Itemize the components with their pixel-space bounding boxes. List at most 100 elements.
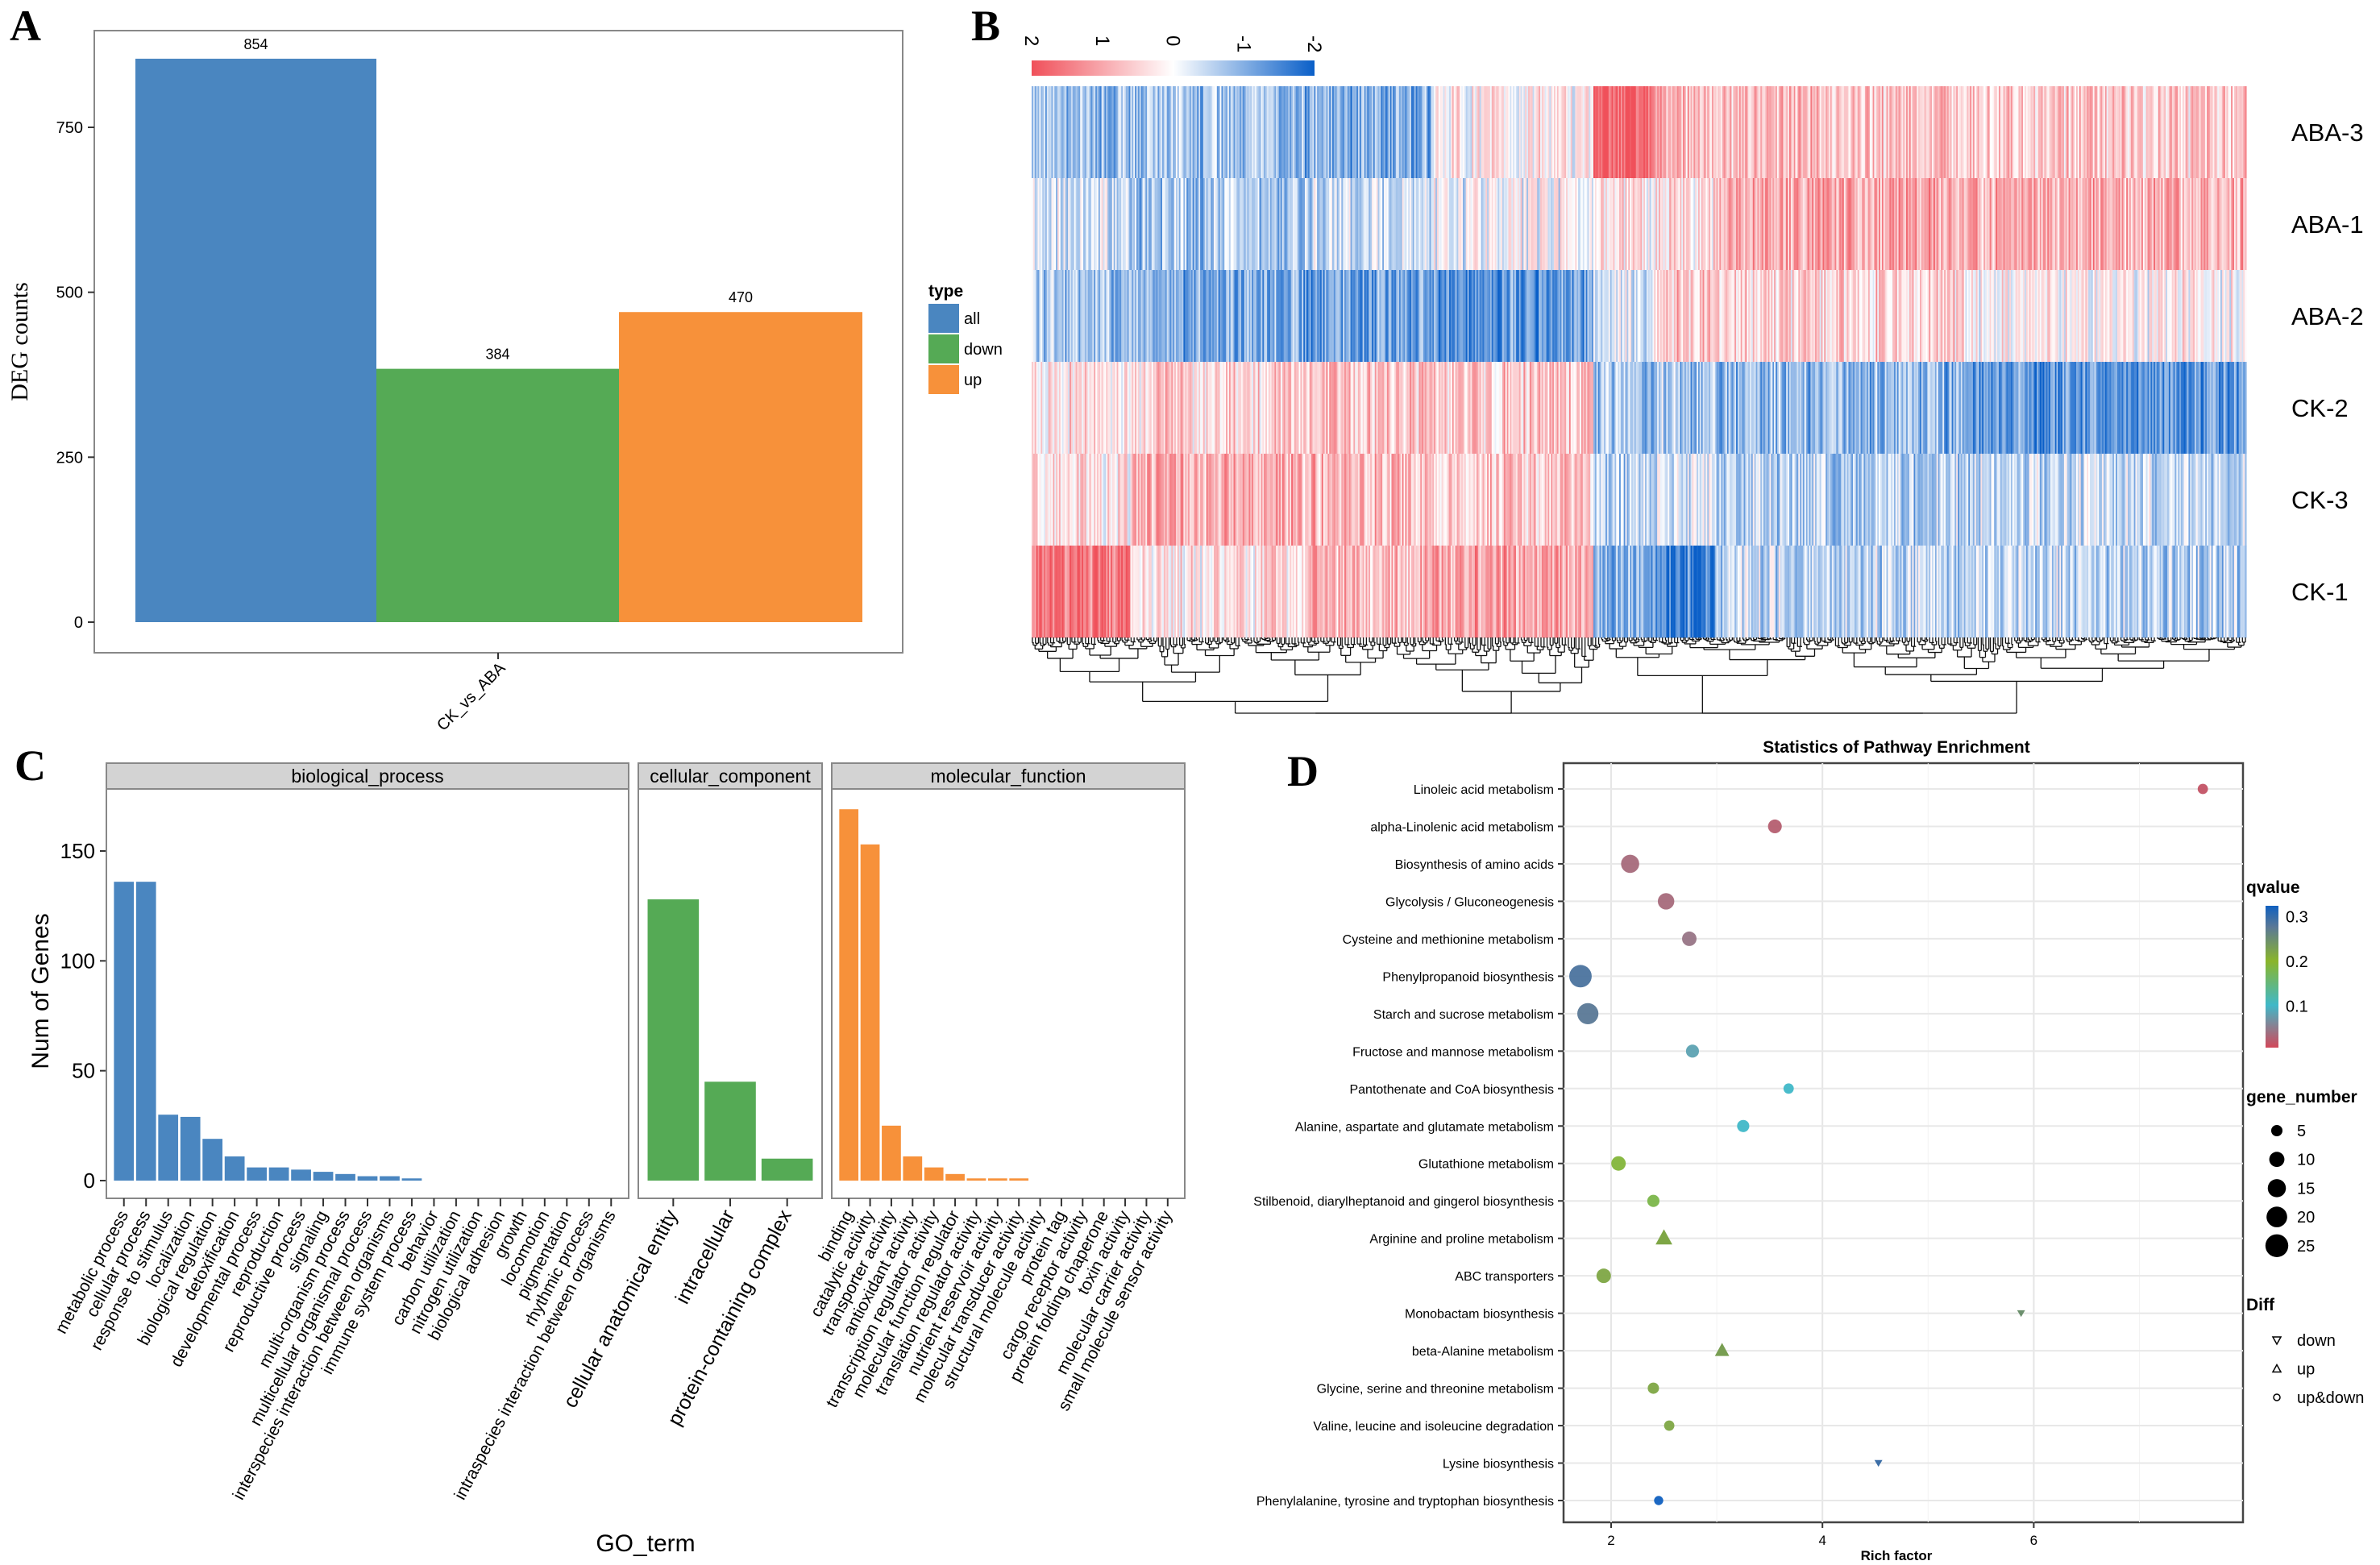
heatmap-cell	[2102, 546, 2104, 638]
heatmap-cell	[1620, 270, 1623, 363]
heatmap-cell	[1310, 86, 1314, 179]
heatmap-cell	[2179, 454, 2182, 546]
heatmap-cell	[1145, 270, 1148, 363]
heatmap-cell	[1290, 86, 1292, 179]
heatmap-cell	[1851, 86, 1854, 179]
heatmap-cell	[1133, 454, 1136, 546]
heatmap-cell	[2235, 86, 2238, 179]
heatmap-cell	[2089, 362, 2092, 455]
heatmap-cell	[2166, 454, 2168, 546]
heatmap-cell	[1290, 178, 1292, 271]
heatmap-cell	[1165, 546, 1168, 638]
heatmap-cell	[1906, 546, 1909, 638]
heatmap-cell	[1327, 454, 1330, 546]
heatmap-cell	[1125, 270, 1128, 363]
heatmap-cell	[1256, 86, 1259, 179]
heatmap-cell	[2024, 178, 2027, 271]
heatmap-cell	[1572, 546, 1575, 638]
heatmap-cell	[1252, 270, 1254, 363]
heatmap-cell	[1541, 454, 1544, 546]
heatmap-cell	[1590, 270, 1593, 363]
heatmap-cell	[1711, 270, 1714, 363]
heatmap-cell	[1065, 270, 1067, 363]
heatmap-cell	[1523, 270, 1526, 363]
heatmap-cell	[1139, 270, 1142, 363]
heatmap-cell	[1925, 178, 1929, 271]
heatmap-cell	[1431, 362, 1433, 455]
heatmap-cell	[1298, 546, 1302, 638]
heatmap-cell	[2178, 178, 2180, 271]
heatmap-cell	[1687, 86, 1690, 179]
heatmap-cell	[1922, 178, 1925, 271]
heatmap-cell	[1053, 454, 1055, 546]
heatmap-cell	[1671, 454, 1673, 546]
bar-up	[619, 312, 862, 622]
heatmap-cell	[2138, 362, 2141, 455]
heatmap-cell	[1518, 270, 1522, 363]
heatmap-cell	[1968, 270, 1971, 363]
heatmap-cell	[1561, 546, 1564, 638]
heatmap-cell	[1974, 362, 1977, 455]
heatmap-cell	[1423, 362, 1426, 455]
heatmap-cell	[1927, 454, 1929, 546]
heatmap-cell	[1901, 454, 1904, 546]
heatmap-cell	[1431, 270, 1433, 363]
heatmap-cell	[1508, 362, 1510, 455]
heatmap-cell	[1115, 270, 1118, 363]
heatmap-cell	[2068, 546, 2071, 638]
heatmap-cell	[1734, 454, 1737, 546]
heatmap-cell	[1854, 86, 1857, 179]
heatmap-cell	[2029, 86, 2032, 179]
heatmap-cell	[1556, 454, 1560, 546]
heatmap-cell	[1589, 270, 1591, 363]
heatmap-cell	[1567, 546, 1570, 638]
heatmap-cell	[1215, 362, 1218, 455]
heatmap-cell	[1408, 546, 1410, 638]
heatmap-cell	[2147, 362, 2150, 455]
heatmap-cell	[1726, 270, 1730, 363]
heatmap-cell	[1042, 546, 1045, 638]
heatmap-cell	[1438, 270, 1441, 363]
heatmap-cell	[1956, 270, 1958, 363]
heatmap-cell	[1305, 362, 1307, 455]
heatmap-cell	[1396, 454, 1398, 546]
heatmap-cell	[2054, 270, 2058, 363]
heatmap-cell	[1327, 546, 1330, 638]
heatmap-cell	[1646, 362, 1649, 455]
heatmap-cell	[1432, 270, 1435, 363]
heatmap-cell	[1568, 454, 1572, 546]
heatmap-cell	[2042, 362, 2046, 455]
heatmap-cell	[1851, 270, 1854, 363]
heatmap-cell	[1197, 86, 1199, 179]
heatmap-cell	[1435, 86, 1438, 179]
heatmap-cell	[2063, 546, 2066, 638]
heatmap-cell	[1637, 362, 1640, 455]
heatmap-cell	[1501, 546, 1503, 638]
heatmap-cell	[1063, 270, 1066, 363]
heatmap-cell	[1169, 86, 1172, 179]
heatmap-cell	[2220, 270, 2223, 363]
heatmap-cell	[1412, 546, 1415, 638]
heatmap-cell	[2223, 546, 2226, 638]
heatmap-cell	[1103, 362, 1106, 455]
heatmap-cell	[1359, 546, 1362, 638]
heatmap-cell	[1198, 546, 1201, 638]
heatmap-cell	[1684, 178, 1687, 271]
heatmap-cell	[2089, 86, 2092, 179]
heatmap-cell	[2241, 454, 2244, 546]
heatmap-cell	[2193, 454, 2195, 546]
heatmap-cell	[2097, 86, 2100, 179]
heatmap-cell	[1699, 546, 1702, 638]
heatmap-cell	[1871, 362, 1874, 455]
heatmap-cell	[1941, 362, 1943, 455]
heatmap-cell	[1518, 178, 1522, 271]
heatmap-cell	[1144, 178, 1146, 271]
heatmap-cell	[1321, 362, 1324, 455]
heatmap-cell	[2226, 454, 2228, 546]
heatmap-cell	[2145, 546, 2149, 638]
heatmap-cell	[1032, 362, 1034, 455]
heatmap-cell	[1124, 178, 1127, 271]
heatmap-cell	[1610, 270, 1613, 363]
heatmap-cell	[1764, 362, 1767, 455]
